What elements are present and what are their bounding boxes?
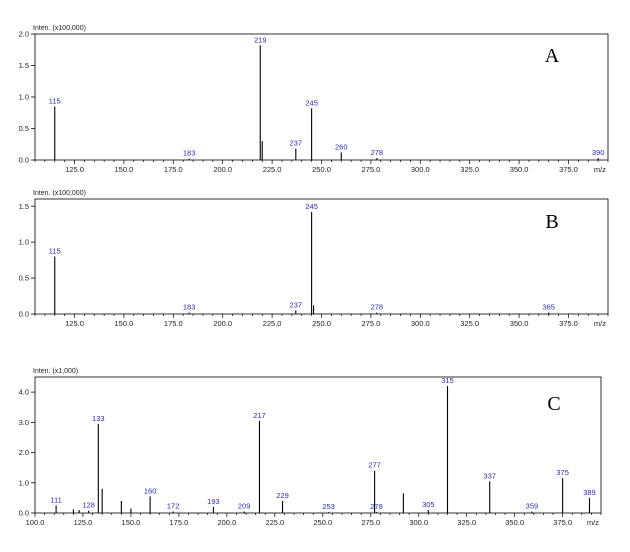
x-tick-label: 150.0 [115,319,134,328]
x-tick-label: 200.0 [213,319,232,328]
x-unit-label: m/z [594,319,606,328]
y-tick-label: 1.5 [19,61,29,70]
peak-label: 111 [50,495,61,504]
x-tick-label: 175.0 [164,165,183,174]
y-tick-label: 2.0 [19,30,29,39]
intensity-label: Inten. (x1,000) [33,368,78,375]
x-tick-label: 375.0 [559,165,578,174]
peak-label: 160 [144,486,157,495]
peak-label: 245 [305,98,318,107]
spectrum-panel-c: Inten. (x1,000) 0.0 1.0 2.0 3.0 4.0 100.0 125.0… [19,368,602,527]
x-tick-label: 375.0 [559,319,578,328]
plot-frame [34,33,609,161]
peak-label: 390 [592,148,605,157]
intensity-label: Inten. (x100,000) [33,25,86,32]
y-tick-label: 4.0 [19,388,29,397]
peak-label: 278 [371,148,384,157]
panel-letter: C [547,393,560,415]
panel-letter: B [545,211,558,233]
peak-label: 315 [441,376,454,385]
x-tick-label: 250.0 [312,319,331,328]
peak-label: 237 [290,139,303,148]
y-tick-label: 3.0 [19,418,29,427]
peak-label: 375 [556,468,569,477]
peak-label: 305 [422,500,435,509]
x-tick-label: 250.0 [312,165,331,174]
peak-label: 183 [183,303,196,312]
peak-label: 337 [483,471,496,480]
peak-label: 115 [49,96,61,105]
x-tick-label: 275.0 [362,165,381,174]
x-tick-label: 100.0 [26,518,45,527]
x-tick-label: 375.0 [553,518,572,527]
x-tick-label: 150.0 [115,165,134,174]
plot-frame [34,376,602,514]
x-unit-label: m/z [587,518,599,527]
y-tick-label: 2.0 [19,448,29,457]
peak-label: 128 [82,501,95,510]
x-tick-label: 325.0 [460,165,479,174]
x-tick-label: 250.0 [313,518,332,527]
x-tick-label: 275.0 [362,319,381,328]
panel-letter: A [545,45,560,67]
peak-label: 277 [368,461,381,470]
x-tick-label: 150.0 [122,518,141,527]
peak-label: 209 [238,501,251,510]
x-tick-label: 125.0 [65,319,84,328]
x-unit-label: m/z [594,165,606,174]
peak-label: 253 [322,502,335,511]
peak-label: 365 [542,303,555,312]
peak-label: 172 [167,501,180,510]
intensity-label: Inten. (x100,000) [33,190,86,197]
spectrum-panel-b: Inten. (x100,000) 0.0 0.5 1.0 1.5 125.0 150.0 1… [19,190,609,328]
y-tick-label: 1.0 [19,93,29,102]
y-tick-label: 0.0 [19,509,29,518]
x-tick-label: 325.0 [457,518,476,527]
peak-label: 219 [254,35,267,44]
x-tick-label: 200.0 [213,165,232,174]
x-tick-label: 225.0 [265,518,284,527]
peak-label: 389 [583,488,596,497]
x-tick-label: 200.0 [217,518,236,527]
y-tick-label: 0.5 [19,274,29,283]
x-tick-label: 350.0 [505,518,524,527]
y-tick-label: 1.5 [19,202,29,211]
x-tick-label: 175.0 [164,319,183,328]
y-tick-label: 0.0 [19,156,29,165]
x-tick-label: 125.0 [74,518,93,527]
peak-label: 260 [335,142,348,151]
peak-label: 183 [183,149,196,158]
x-tick-label: 225.0 [263,319,282,328]
x-tick-label: 300.0 [411,165,430,174]
plot-frame [34,198,609,315]
x-tick-label: 300.0 [411,319,430,328]
peak-label: 237 [290,300,303,309]
y-tick-label: 0.0 [19,310,29,319]
peak-label: 115 [49,247,61,256]
x-tick-label: 350.0 [510,165,529,174]
y-tick-label: 1.0 [19,238,29,247]
peak-label: 245 [305,202,318,211]
x-tick-label: 325.0 [460,319,479,328]
x-tick-label: 300.0 [409,518,428,527]
peak-label: 278 [371,303,384,312]
peak-label: 229 [276,491,289,500]
x-tick-label: 350.0 [510,319,529,328]
y-tick-label: 0.5 [19,124,29,133]
y-tick-label: 1.0 [19,478,29,487]
spectrum-panel-a: Inten. (x100,000) 0.0 0.5 1.0 1.5 2.0 125.0 150… [19,25,609,174]
peak-label: 278 [370,502,383,511]
x-tick-label: 225.0 [263,165,282,174]
x-tick-label: 125.0 [65,165,84,174]
peak-label: 217 [253,411,266,420]
x-tick-label: 275.0 [361,518,380,527]
peak-label: 133 [92,414,105,423]
peak-label: 359 [526,501,539,510]
x-tick-label: 175.0 [170,518,189,527]
peak-label: 193 [207,497,220,506]
